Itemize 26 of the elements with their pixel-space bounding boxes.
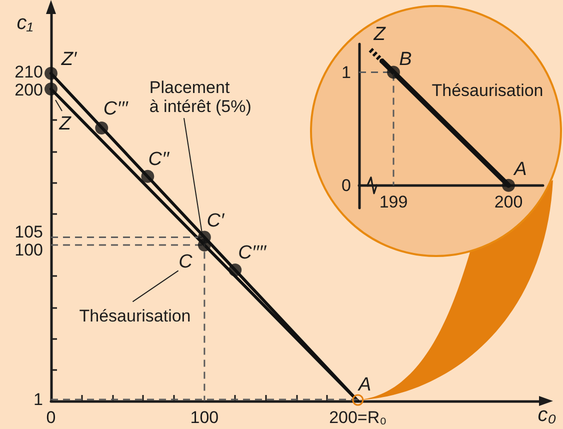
x-tick-label: 0 xyxy=(46,408,56,427)
annotation: Thésaurisation xyxy=(79,306,191,326)
y-tick-label: 105 xyxy=(14,222,43,242)
annotation: C′′ xyxy=(148,148,171,170)
annotation: Z xyxy=(372,24,387,46)
y-tick-label: 1 xyxy=(342,62,351,82)
y-tick-label: 200 xyxy=(14,80,43,100)
annotation: Thésaurisation xyxy=(432,81,544,100)
y-axis-title: c₁ xyxy=(16,12,33,34)
annotation: C′′′′ xyxy=(238,242,268,264)
annotation: C′ xyxy=(206,210,226,232)
annotation: Z xyxy=(58,114,72,134)
annotation: A xyxy=(513,158,527,180)
y-tick-label: 1 xyxy=(34,390,43,409)
annotation: Placement à intérêt (5%) xyxy=(149,78,252,116)
x-tick-label: 100 xyxy=(190,408,219,427)
x-tick-label: 200=R₀ xyxy=(329,408,387,427)
x-axis-title: c₀ xyxy=(538,404,556,426)
y-tick-label: 100 xyxy=(14,240,43,260)
annotation: C xyxy=(178,252,193,272)
y-tick-label: 210 xyxy=(14,62,43,82)
annotation: A xyxy=(358,374,372,396)
annotation: B xyxy=(399,48,412,70)
annotation: Z′ xyxy=(60,48,78,70)
annotation: C′′′ xyxy=(103,98,130,120)
x-tick-label: 199 xyxy=(379,192,408,212)
